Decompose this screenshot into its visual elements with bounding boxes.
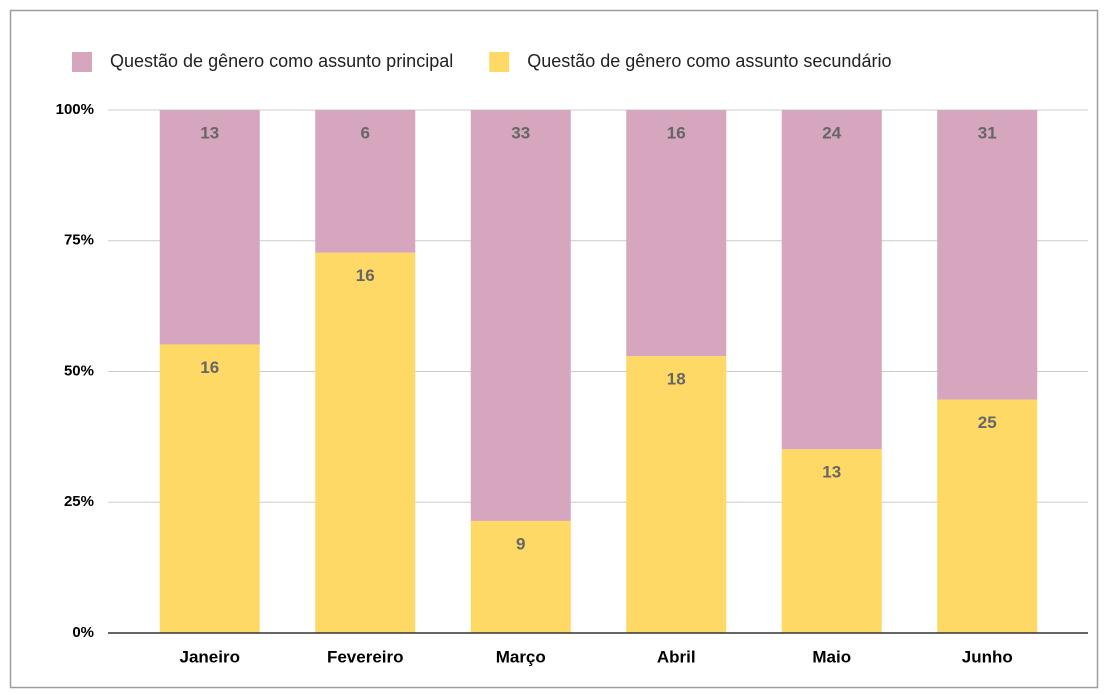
bar-segment bbox=[781, 110, 882, 450]
data-label: 33 bbox=[511, 123, 530, 142]
bar-segment bbox=[315, 110, 416, 253]
y-tick-label: 75% bbox=[64, 232, 94, 249]
x-tick-label: Maio bbox=[812, 647, 851, 666]
x-tick-label: Janeiro bbox=[180, 647, 240, 666]
data-label: 16 bbox=[200, 358, 219, 377]
bar-segment bbox=[781, 449, 882, 633]
bar-segment bbox=[159, 344, 260, 633]
bar-segment bbox=[626, 356, 727, 633]
data-label: 18 bbox=[667, 370, 686, 389]
x-tick-label: Abril bbox=[657, 647, 696, 666]
legend-label: Questão de gênero como assunto secundári… bbox=[527, 51, 891, 71]
y-tick-label: 0% bbox=[72, 624, 94, 641]
data-label: 6 bbox=[361, 123, 370, 142]
x-tick-label: Fevereiro bbox=[327, 647, 404, 666]
legend-label: Questão de gênero como assunto principal bbox=[110, 51, 453, 71]
data-label: 13 bbox=[200, 123, 219, 142]
y-tick-label: 100% bbox=[56, 101, 94, 118]
data-label: 24 bbox=[822, 123, 841, 142]
y-tick-label: 25% bbox=[64, 493, 94, 510]
bar-segment bbox=[937, 110, 1038, 400]
bar-segment bbox=[937, 399, 1038, 633]
bar-segment bbox=[159, 110, 260, 345]
bar-segment bbox=[626, 110, 727, 357]
bar-segment bbox=[315, 252, 416, 634]
bar-segment bbox=[470, 520, 571, 633]
bar-segment bbox=[470, 110, 571, 521]
data-label: 31 bbox=[978, 123, 997, 142]
x-tick-label: Junho bbox=[962, 647, 1013, 666]
legend-swatch bbox=[72, 52, 92, 72]
data-label: 16 bbox=[356, 266, 375, 285]
x-tick-label: Março bbox=[496, 647, 546, 666]
data-label: 16 bbox=[667, 123, 686, 142]
data-label: 25 bbox=[978, 413, 997, 432]
data-label: 9 bbox=[516, 534, 525, 553]
data-label: 13 bbox=[822, 463, 841, 482]
legend-swatch bbox=[489, 52, 510, 72]
y-tick-label: 50% bbox=[64, 362, 94, 379]
